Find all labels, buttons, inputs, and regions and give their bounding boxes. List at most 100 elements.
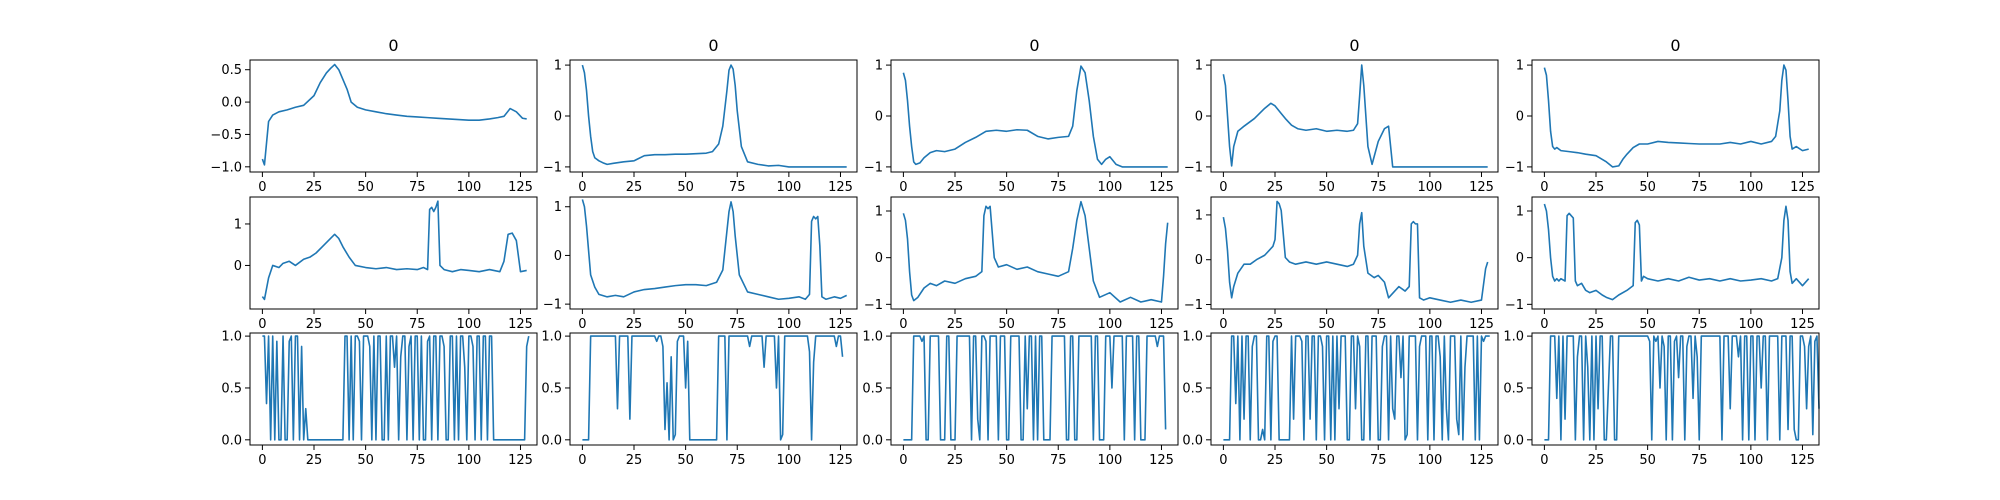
x-tick-label: 25 [947, 180, 964, 195]
x-tick-label: 75 [1050, 453, 1067, 468]
series-line [1543, 203, 1810, 301]
x-tick-label: 100 [1417, 317, 1442, 332]
x-tick-label: 125 [1149, 453, 1174, 468]
subplot-r1-c0: 0 25 50 75 100 125 0 1 [234, 196, 538, 332]
subplot-r1-c3: 0 25 50 75 100 125 −1 0 1 [1184, 196, 1499, 332]
x-tick-label: 75 [1691, 453, 1708, 468]
x-tick-label: 75 [1370, 317, 1387, 332]
x-tick-label: 100 [1738, 180, 1763, 195]
x-tick-label: 100 [456, 453, 481, 468]
subplot-title: 0 [1029, 36, 1039, 55]
y-tick-label: 1 [1195, 208, 1203, 223]
y-tick-label: 1 [554, 200, 562, 215]
y-tick-label: 0 [875, 251, 883, 266]
x-tick-label: 125 [1790, 453, 1815, 468]
series-line [902, 200, 1169, 303]
y-tick-label: 0 [1195, 110, 1203, 125]
y-tick-label: 1 [554, 59, 562, 74]
subplot-r2-c1: 0 25 50 75 100 125 0.0 0.5 1.0 [541, 330, 858, 468]
axes-frame [890, 332, 1179, 446]
series-line [903, 335, 1167, 441]
x-tick-label: 125 [1149, 317, 1174, 332]
y-tick-label: 1.0 [221, 330, 242, 345]
y-tick-label: 1.0 [541, 330, 562, 345]
x-tick-label: 75 [1691, 317, 1708, 332]
x-tick-label: 50 [1318, 180, 1335, 195]
x-tick-label: 0 [1540, 453, 1548, 468]
x-tick-label: 75 [409, 180, 426, 195]
subplot-r0-c2: 0 25 50 75 100 125 −1 0 1 0 [864, 36, 1179, 195]
subplot-title: 0 [1349, 36, 1359, 55]
x-tick-label: 0 [1219, 453, 1227, 468]
y-tick-label: 0.0 [221, 96, 242, 111]
subplot-r1-c4: 0 25 50 75 100 125 −1 0 1 [1505, 196, 1820, 332]
x-tick-label: 75 [1050, 317, 1067, 332]
y-tick-label: 0.0 [1182, 433, 1203, 448]
series-line [261, 63, 527, 166]
y-tick-label: 0 [1516, 251, 1524, 266]
axes-frame [890, 59, 1179, 173]
series-line [582, 335, 844, 441]
y-tick-label: 0 [554, 249, 562, 264]
x-tick-label: 75 [729, 453, 746, 468]
y-tick-label: 0.0 [221, 433, 242, 448]
y-tick-label: −1 [1184, 160, 1203, 175]
x-tick-label: 100 [1097, 180, 1122, 195]
axes-frame [1210, 332, 1499, 446]
x-tick-label: 50 [677, 317, 694, 332]
y-tick-label: 1.0 [1182, 330, 1203, 345]
axes-frame [569, 196, 858, 310]
x-tick-label: 0 [899, 317, 907, 332]
y-tick-label: 1 [875, 59, 883, 74]
x-tick-label: 125 [828, 317, 853, 332]
x-tick-label: 0 [1540, 180, 1548, 195]
series-line [1544, 335, 1820, 441]
subplot-title: 0 [1670, 36, 1680, 55]
y-tick-label: −1 [1184, 298, 1203, 313]
x-tick-label: 50 [357, 453, 374, 468]
x-tick-label: 0 [899, 180, 907, 195]
y-tick-label: 1.0 [862, 330, 883, 345]
y-tick-label: −1 [1505, 160, 1524, 175]
x-tick-label: 0 [1219, 317, 1227, 332]
x-tick-label: 50 [357, 180, 374, 195]
x-tick-label: 25 [306, 317, 323, 332]
subplot-r0-c4: 0 25 50 75 100 125 −1 0 1 0 [1505, 36, 1820, 195]
y-tick-label: 1 [1195, 59, 1203, 74]
x-tick-label: 125 [1469, 317, 1494, 332]
x-tick-label: 0 [258, 180, 266, 195]
x-tick-label: 0 [258, 317, 266, 332]
x-tick-label: 100 [1097, 453, 1122, 468]
series-line [1543, 64, 1809, 168]
x-tick-label: 25 [1588, 453, 1605, 468]
x-tick-label: 100 [1738, 453, 1763, 468]
x-tick-label: 50 [677, 453, 694, 468]
y-tick-label: −1 [864, 160, 883, 175]
y-tick-label: 1 [1516, 205, 1524, 220]
series-line [261, 200, 527, 301]
axes-frame [249, 196, 538, 310]
axes-frame [249, 59, 538, 173]
x-tick-label: 50 [357, 317, 374, 332]
axes-frame [1531, 332, 1820, 446]
y-tick-label: 1 [1516, 59, 1524, 74]
subplot-r2-c2: 0 25 50 75 100 125 0.0 0.5 1.0 [862, 330, 1179, 468]
axes-frame [1531, 196, 1820, 310]
y-tick-label: 1.0 [1503, 330, 1524, 345]
series-line [1222, 64, 1488, 168]
y-tick-label: 0.5 [1503, 381, 1524, 396]
x-tick-label: 25 [1588, 317, 1605, 332]
x-tick-label: 25 [1267, 317, 1284, 332]
y-tick-label: 0.5 [221, 63, 242, 78]
x-tick-label: 50 [677, 180, 694, 195]
x-tick-label: 25 [626, 453, 643, 468]
series-line [262, 335, 530, 441]
y-tick-label: 0.0 [862, 433, 883, 448]
x-tick-label: 0 [258, 453, 266, 468]
subplot-r2-c0: 0 25 50 75 100 125 0.0 0.5 1.0 [221, 330, 538, 468]
x-tick-label: 50 [1639, 180, 1656, 195]
axes-frame [1210, 196, 1499, 310]
x-tick-label: 125 [1790, 317, 1815, 332]
x-tick-label: 100 [1097, 317, 1122, 332]
